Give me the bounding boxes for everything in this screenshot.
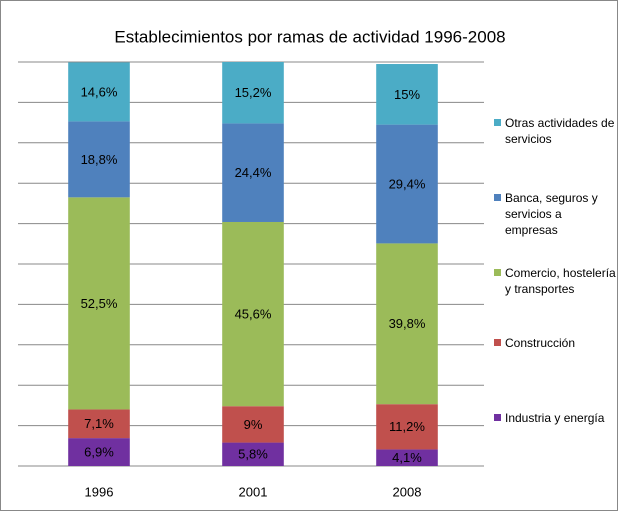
bar-segment	[222, 62, 284, 124]
bar-segment	[222, 221, 284, 407]
data-label: 14,6%	[81, 84, 118, 99]
legend-label: Comercio, hostelería y transportes	[505, 266, 616, 296]
bar-segment	[68, 197, 130, 410]
legend-swatch	[494, 119, 501, 126]
data-label: 6,9%	[84, 444, 114, 459]
bar-segment	[222, 123, 284, 222]
bar-segment	[376, 404, 438, 450]
bar-segment	[222, 442, 284, 466]
bar-segment	[376, 243, 438, 405]
data-label: 39,8%	[389, 316, 426, 331]
data-label: 9%	[244, 417, 263, 432]
legend-label: Banca, seguros y servicios a empresas	[505, 191, 598, 237]
data-label: 24,4%	[235, 165, 272, 180]
bar-segment	[376, 64, 438, 125]
legend-swatch	[494, 194, 501, 201]
x-tick-label: 2001	[239, 484, 268, 499]
data-label: 15,2%	[235, 85, 272, 100]
legend-swatch	[494, 269, 501, 276]
legend-swatch	[494, 414, 501, 421]
legend-label: Construcción	[505, 336, 576, 350]
bar-segment	[68, 62, 130, 122]
x-tick-label: 1996	[85, 484, 114, 499]
data-label: 5,8%	[238, 447, 268, 462]
legend-label: Industria y energía	[505, 411, 605, 425]
data-label: 29,4%	[389, 176, 426, 191]
bar-segment	[376, 124, 438, 244]
bar-segment	[68, 121, 130, 198]
data-label: 4,1%	[392, 450, 422, 465]
data-label: 52,5%	[81, 296, 118, 311]
bar-segment	[68, 438, 130, 466]
x-tick-label: 2008	[393, 484, 422, 499]
bar-segment	[376, 449, 438, 466]
data-label: 11,2%	[389, 419, 425, 434]
data-label: 18,8%	[81, 152, 118, 167]
data-label: 7,1%	[84, 416, 114, 431]
bar-segment	[68, 409, 130, 439]
data-label: 15%	[394, 87, 420, 102]
data-label: 45,6%	[235, 307, 272, 322]
legend-swatch	[494, 339, 501, 346]
chart-title: Establecimientos por ramas de actividad …	[114, 27, 505, 46]
bar-segment	[222, 406, 284, 443]
legend-label: Otras actividades de servicios	[505, 116, 615, 146]
